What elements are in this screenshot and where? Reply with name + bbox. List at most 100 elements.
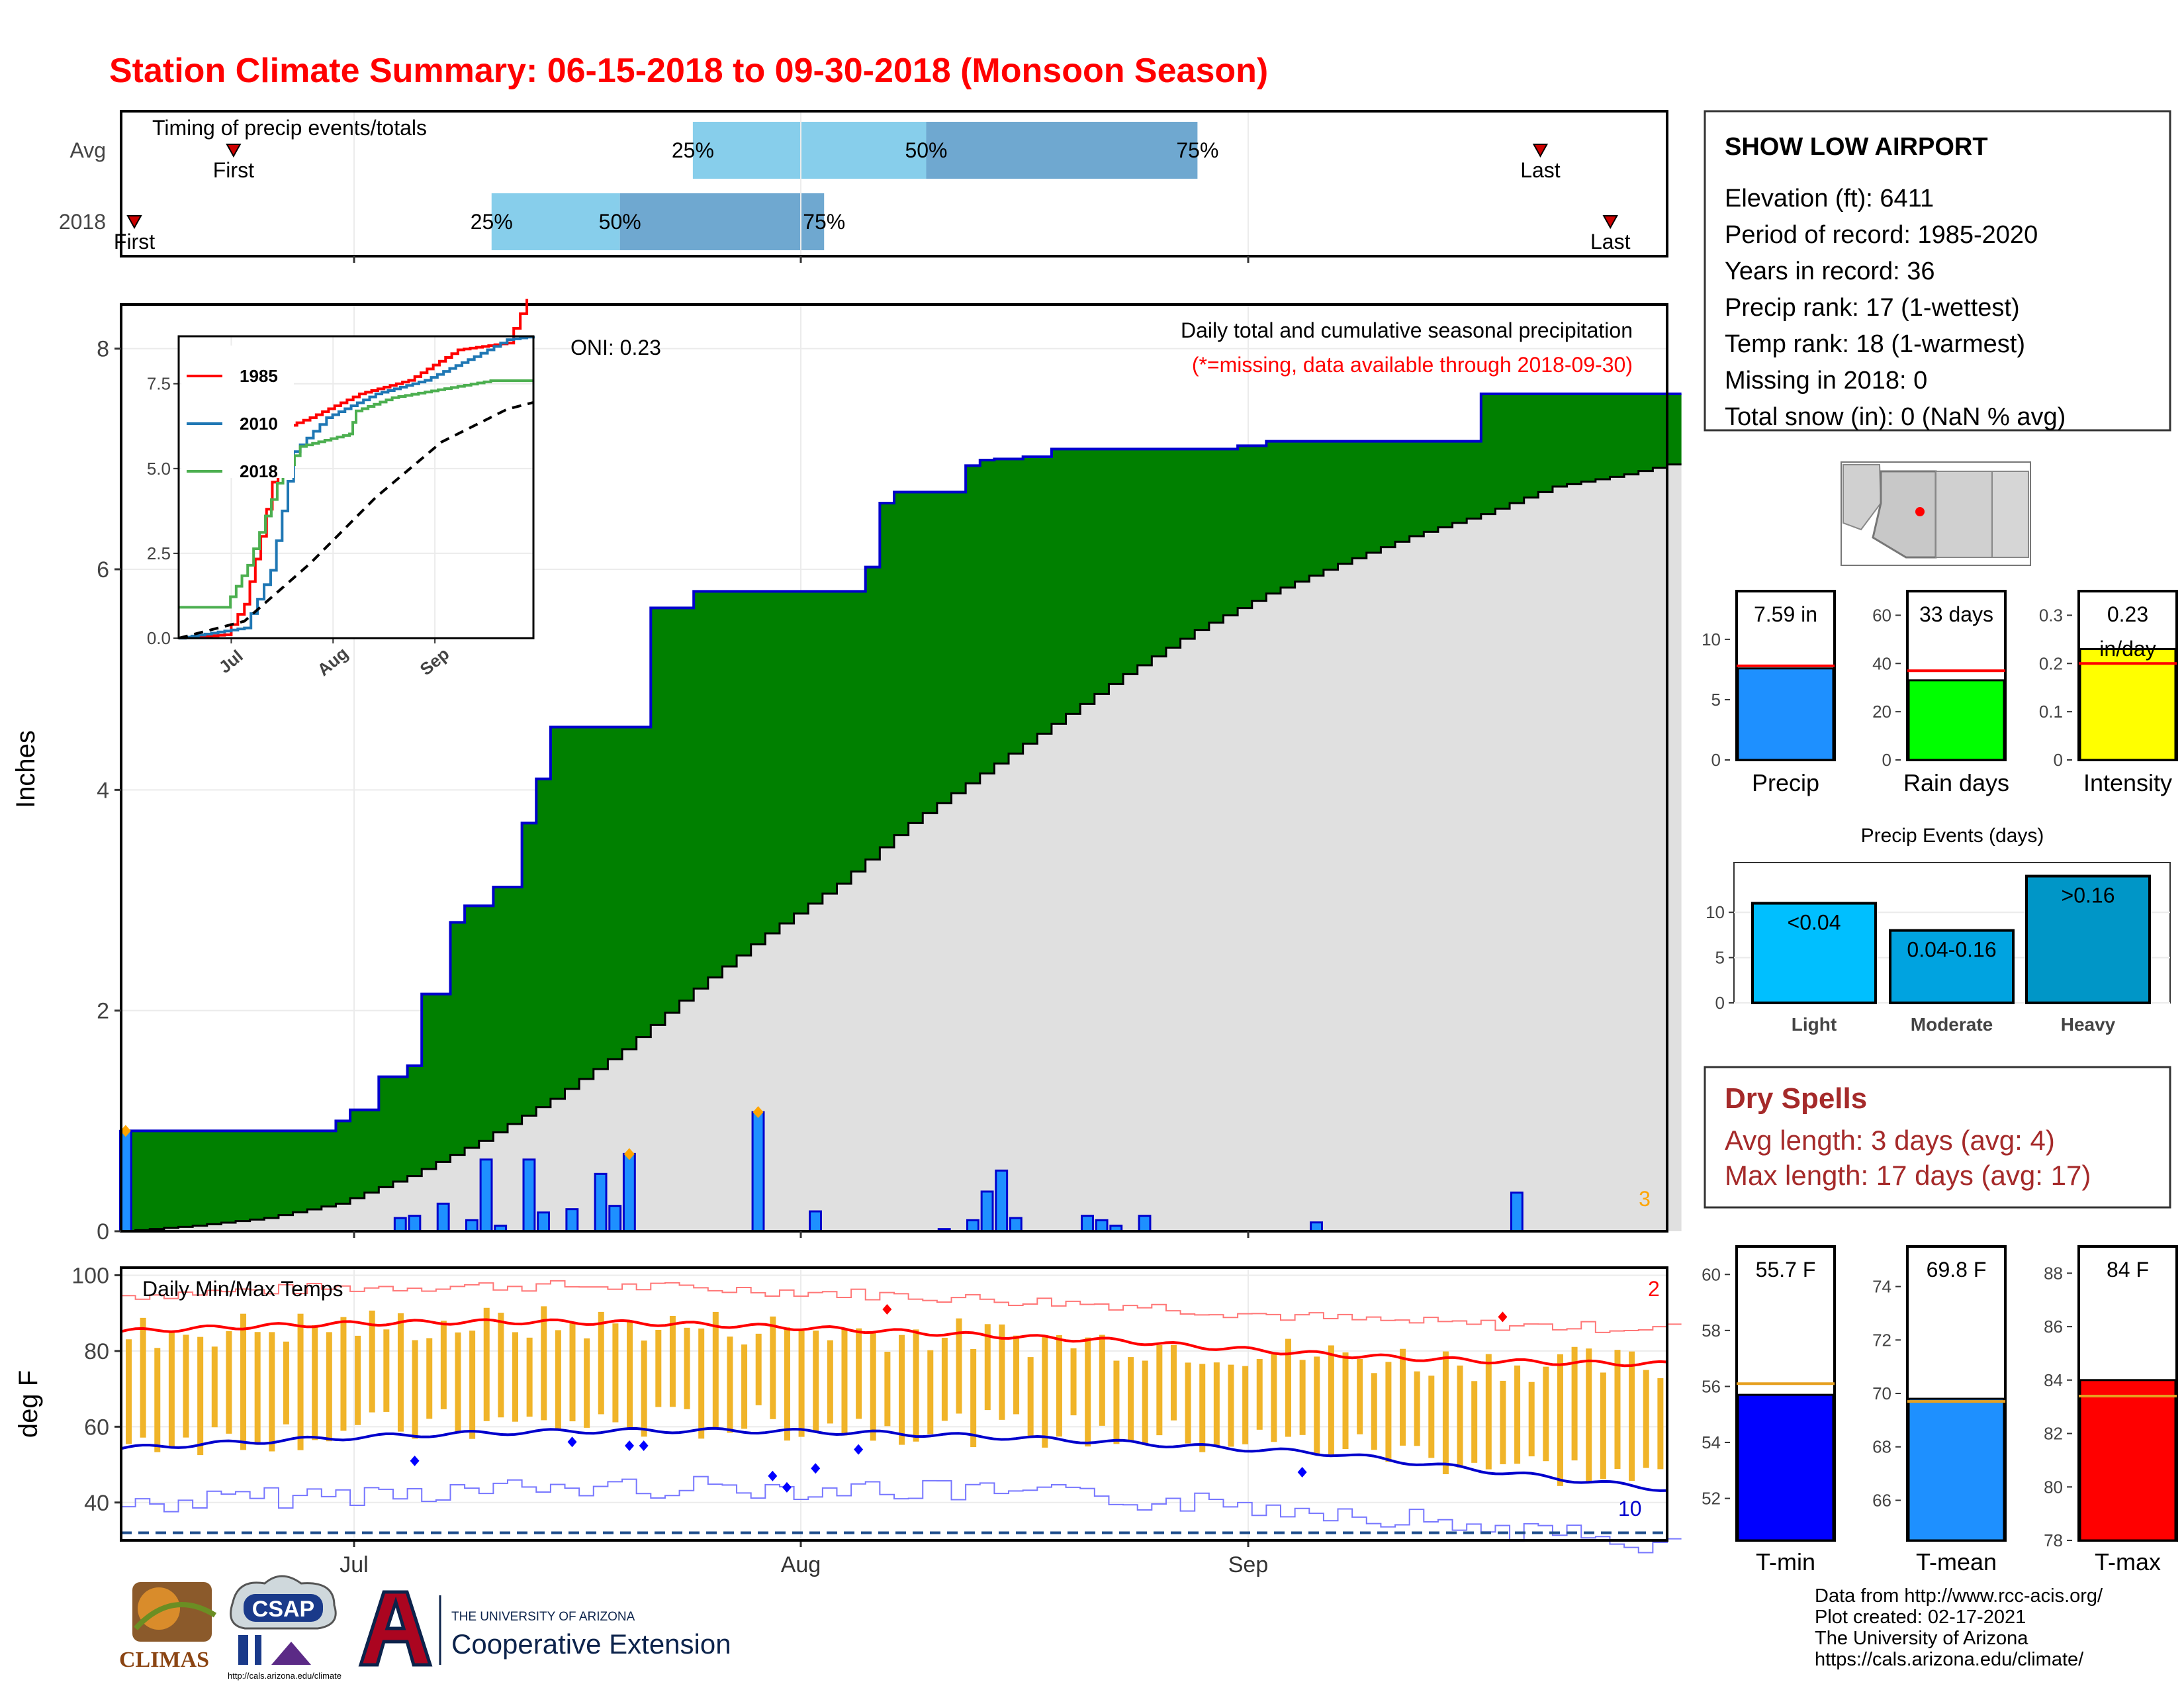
mini-category-label: Rain days (1903, 769, 2009, 796)
ua-top-text: THE UNIVERSITY OF ARIZONA (451, 1610, 635, 1624)
timing-p75-label: 75% (1176, 138, 1218, 162)
timing-panel: Timing of precip events/totals Avg 25% 50%… (59, 110, 1668, 263)
mini-ytick-label: 0 (1711, 750, 1721, 770)
temp-daily-range-bar (1514, 1365, 1521, 1464)
temp-daily-range-bar (1528, 1382, 1535, 1457)
temp-daily-range-bar (1543, 1366, 1549, 1462)
mini-value-label: 7.59 in (1754, 602, 1817, 626)
temp-daily-range-bar (1228, 1364, 1234, 1447)
csap-logo-text: CSAP (252, 1597, 314, 1622)
credit-line: Plot created: 02-17-2021 (1815, 1607, 2026, 1628)
temp-daily-range-bar (1471, 1381, 1478, 1463)
temp-daily-range-bar (312, 1325, 318, 1440)
temp-daily-range-bar (440, 1321, 447, 1409)
dryspells-max: Max length: 17 days (avg: 17) (1725, 1160, 2091, 1191)
temp-record-high-marker (882, 1303, 892, 1315)
timing-first-marker (226, 144, 242, 158)
temp-daily-range-bar (755, 1333, 762, 1405)
temp-title: Daily Min/Max Temps (142, 1277, 343, 1301)
above-average-fill (129, 394, 1682, 1231)
avg-cumulative-line (129, 463, 1682, 1233)
timing-band-50-75 (926, 122, 1198, 179)
daily-precip-bar (980, 1190, 994, 1233)
mini-value-label: in/day (2099, 637, 2156, 661)
temp-daily-range-bar (383, 1329, 390, 1412)
mini-bar-intensity (2079, 647, 2177, 761)
temp-daily-range-bar (1013, 1335, 1020, 1415)
temp-daily-range-bar (870, 1333, 876, 1441)
temp-daily-range-bar (269, 1332, 275, 1452)
temp-daily-range-bar (555, 1330, 561, 1430)
temp-daily-range-bar (1629, 1351, 1635, 1481)
mini-bar-precip (1737, 667, 1835, 761)
temp-daily-range-bar (1557, 1354, 1563, 1486)
daily-precip-bar (1081, 1215, 1094, 1233)
precip-ytick-label: 2 (97, 999, 109, 1024)
inset-legend-label: 1985 (240, 366, 278, 386)
temp-daily-range-bar (1142, 1360, 1148, 1445)
mini-bar-t-min (1737, 1393, 1835, 1542)
temp-daily-range-bar (126, 1339, 132, 1444)
precip-ylabel: Inches (11, 730, 40, 808)
temp-record-low-line (121, 1476, 1682, 1554)
temp-daily-range-bar (1185, 1362, 1191, 1444)
timing-band-50-75 (619, 193, 825, 250)
events-title: Precip Events (days) (1861, 825, 2044, 847)
temp-daily-range-bar (927, 1350, 934, 1434)
inset-series-line-1985 (179, 299, 529, 639)
temp-record-low-marker (567, 1436, 577, 1448)
daily-precip-bar (465, 1219, 478, 1233)
location-map (1841, 461, 2031, 566)
temp-avg-min-line (120, 1427, 1668, 1492)
daily-precip-bar (622, 1152, 636, 1233)
station-line: Precip rank: 17 (1-wettest) (1725, 294, 2020, 322)
temp-daily-range-bar (727, 1336, 733, 1433)
mini-value-label: 84 F (2107, 1258, 2149, 1282)
temp-daily-range-bar (655, 1329, 662, 1407)
inset-series-line-2010 (179, 336, 535, 639)
temp-daily-range-bar (1485, 1354, 1492, 1470)
temp-daily-range-bar (1357, 1359, 1363, 1434)
temp-daily-range-bar (612, 1323, 619, 1423)
inset-legend-bg (181, 346, 294, 478)
daily-precip-bar (995, 1169, 1009, 1233)
mini-bar-t-mean (1907, 1397, 2005, 1542)
precip-caption: Daily total and cumulative seasonal prec… (1181, 318, 1633, 342)
daily-precip-bar (751, 1111, 765, 1233)
mini-ytick-label: 88 (2044, 1263, 2063, 1283)
daily-precip-bar (393, 1217, 407, 1233)
mini-value-label: 0.23 (2107, 602, 2148, 626)
temp-record-high-marker (1498, 1311, 1508, 1323)
temp-daily-range-bar (1070, 1348, 1077, 1416)
temp-daily-range-bar (1571, 1346, 1578, 1461)
station-line: Temp rank: 18 (1-warmest) (1725, 330, 2025, 358)
precip-ytick-label: 0 (97, 1219, 109, 1244)
temp-daily-range-bar (770, 1316, 776, 1419)
timing-first-marker (126, 215, 142, 230)
temp-daily-range-bar (584, 1338, 590, 1428)
record-marker (623, 1148, 635, 1160)
temp-xaxis: Jul Aug Sep (340, 1552, 1268, 1577)
timing-p25-label: 25% (672, 138, 714, 162)
temp-daily-range-bar (1586, 1348, 1592, 1484)
temp-daily-range-bar (1128, 1357, 1134, 1442)
temp-daily-range-bar (154, 1348, 161, 1452)
daily-precip-bar (594, 1172, 608, 1233)
daily-precip-bar (537, 1211, 551, 1233)
inset-average-line (178, 400, 534, 639)
temp-record-low-marker (410, 1455, 420, 1466)
avg-cumulative-fill (129, 464, 1682, 1231)
precip-panel: 0 2 4 6 8 Inches ONI: 0.23 Daily total and c… (11, 299, 1682, 1244)
mini-ytick-label: 56 (1702, 1376, 1721, 1396)
temp-daily-range-bar (1400, 1348, 1406, 1446)
temp-daily-range-bar (784, 1327, 790, 1441)
credit-line: Data from http://www.rcc-acis.org/ (1815, 1585, 2103, 1607)
climas-logo-text: CLIMAS (119, 1648, 209, 1672)
daily-precip-bar (608, 1205, 622, 1233)
temp-daily-range-bar (254, 1332, 261, 1445)
station-line: Period of record: 1985-2020 (1725, 221, 2038, 249)
temp-daily-range-bar (1027, 1357, 1034, 1438)
temp-daily-range-bar (899, 1335, 905, 1445)
temp-record-low-marker (1297, 1467, 1307, 1477)
